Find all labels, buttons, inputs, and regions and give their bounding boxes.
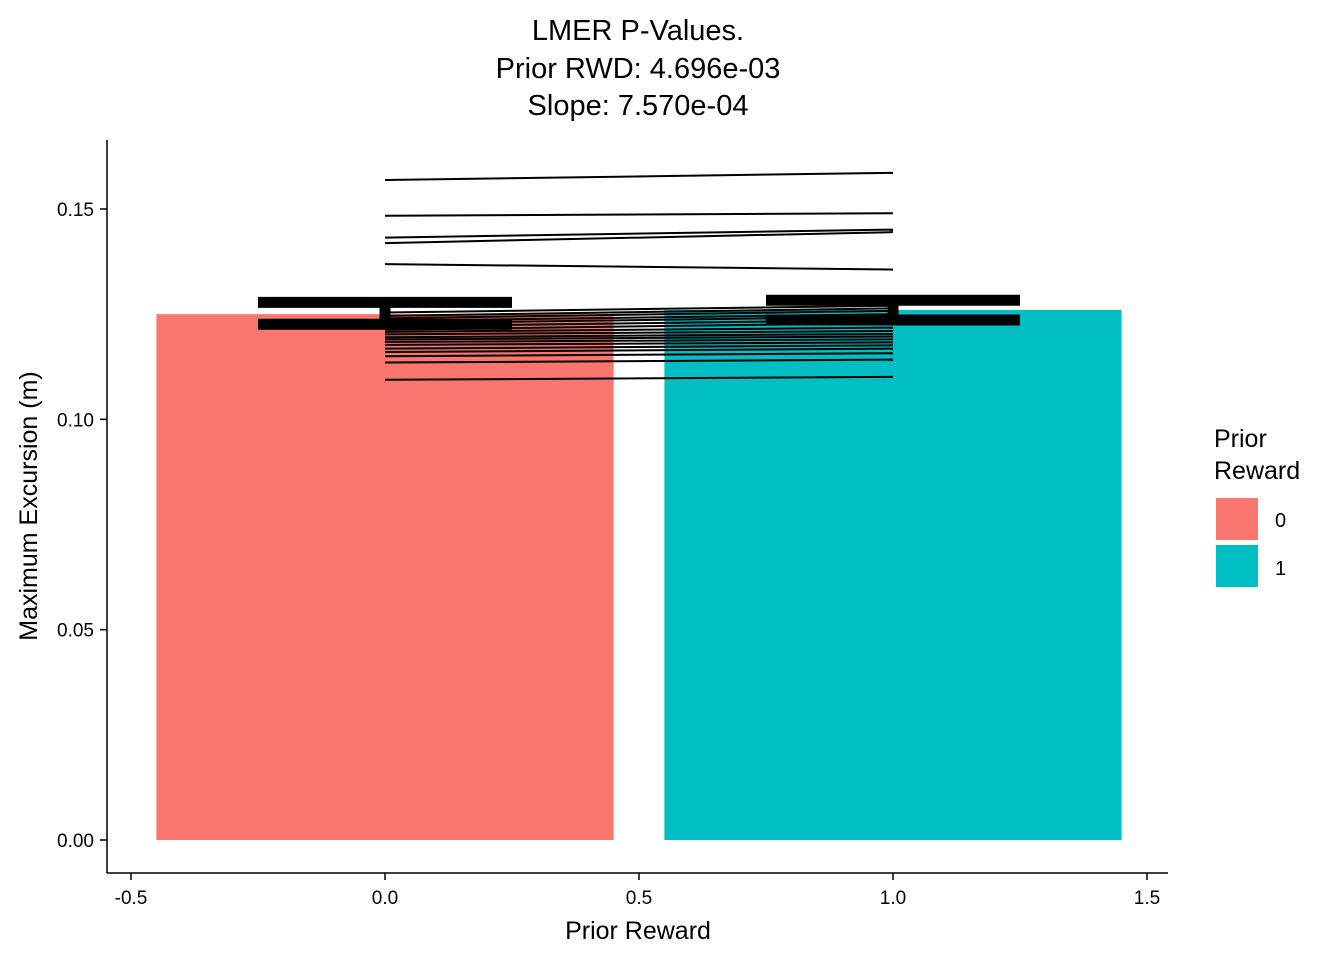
x-tick-label: 0.0 xyxy=(372,888,398,909)
legend-title-line-1: Prior xyxy=(1214,425,1267,453)
x-tick-label: -0.5 xyxy=(115,888,148,909)
subject-lines xyxy=(384,171,894,381)
subject-line-13 xyxy=(384,326,894,333)
subject-line-5 xyxy=(384,263,894,271)
subject-line-19 xyxy=(384,344,894,350)
subject-line-21 xyxy=(384,352,894,358)
legend-label-1: 1 xyxy=(1275,558,1286,580)
x-tick-label: 0.5 xyxy=(626,888,652,909)
x-axis-title: Prior Reward xyxy=(565,917,711,945)
legend-key-0 xyxy=(1216,498,1258,540)
chart-title: LMER P-Values. Prior RWD: 4.696e-03 Slop… xyxy=(496,15,781,122)
y-tick-label: 0.10 xyxy=(57,410,94,431)
bar-0 xyxy=(156,314,614,841)
subject-line-23 xyxy=(384,375,894,381)
subject-line-4 xyxy=(384,231,894,245)
subject-line-14 xyxy=(384,329,894,336)
subject-line-15 xyxy=(384,332,894,339)
subject-line-16 xyxy=(384,335,894,341)
subject-line-20 xyxy=(384,347,894,354)
error-bar-0 xyxy=(258,296,512,330)
y-axis-title: Maximum Excursion (m) xyxy=(15,371,43,640)
chart-title-line-1: LMER P-Values. xyxy=(532,15,744,47)
plot-panel xyxy=(156,171,1122,841)
y-tick-label: 0.00 xyxy=(57,831,94,852)
error-bar-1 xyxy=(766,294,1020,326)
subject-line-22 xyxy=(384,358,894,364)
legend-label-0: 0 xyxy=(1275,510,1286,532)
subject-line-17 xyxy=(384,338,894,343)
x-tick-label: 1.0 xyxy=(880,888,906,909)
subject-line-1 xyxy=(384,171,894,181)
subject-line-7 xyxy=(384,307,894,317)
legend-key-1 xyxy=(1216,545,1258,587)
legend-title-line-2: Reward xyxy=(1214,457,1300,485)
subject-line-18 xyxy=(384,341,894,346)
y-tick-label: 0.15 xyxy=(57,200,94,221)
y-axis: 0.00 0.05 0.10 0.15 Maximum Excursion (m) xyxy=(15,140,108,873)
subject-line-6 xyxy=(384,304,894,314)
chart-title-line-3: Slope: 7.570e-04 xyxy=(528,90,749,122)
y-tick-label: 0.05 xyxy=(57,621,94,642)
subject-line-3 xyxy=(384,228,894,239)
legend: Prior Reward 0 1 xyxy=(1214,425,1300,587)
x-tick-label: 1.5 xyxy=(1134,888,1160,909)
subject-line-2 xyxy=(384,212,894,217)
subject-line-8 xyxy=(384,309,894,320)
bar-1 xyxy=(664,309,1122,841)
x-axis: -0.5 0.0 0.5 1.0 1.5 Prior Reward xyxy=(107,872,1168,945)
chart-title-line-2: Prior RWD: 4.696e-03 xyxy=(496,53,781,85)
